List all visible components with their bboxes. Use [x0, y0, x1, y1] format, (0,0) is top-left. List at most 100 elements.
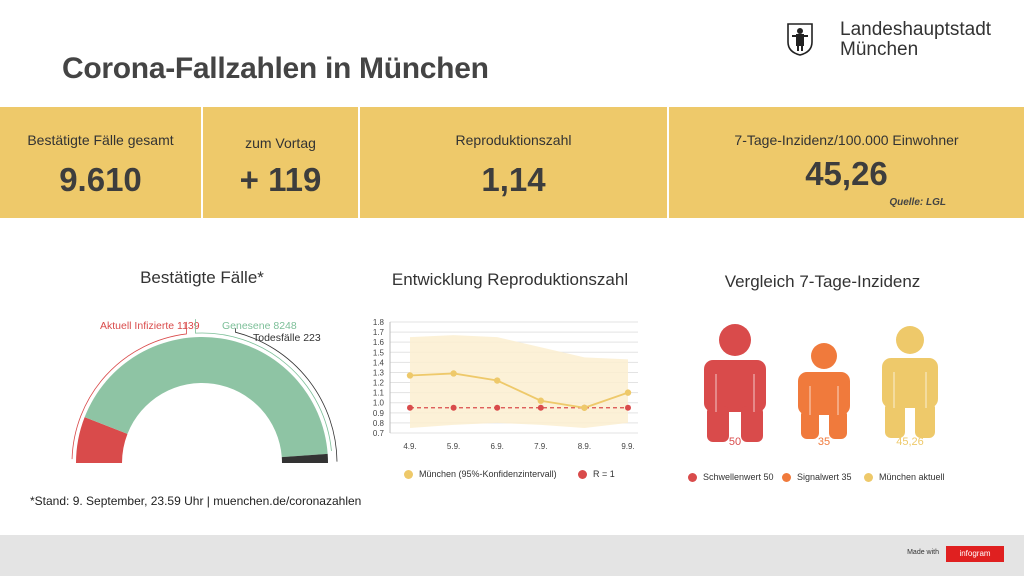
x-tick-label: 7.9.: [534, 442, 547, 451]
muenchen-point: [537, 397, 544, 404]
person-leg-icon: [885, 402, 905, 438]
confidence-band: [410, 335, 628, 428]
r1-point: [450, 404, 457, 411]
person-arm-line: [715, 374, 717, 412]
gauge-segment-aktuell: [76, 417, 128, 463]
legend-dot: [688, 473, 697, 483]
cases-chart-title: Bestätigte Fälle*: [140, 268, 264, 287]
r1-point: [407, 404, 413, 411]
city-line-2: München: [840, 39, 919, 60]
muenchen-point: [494, 377, 501, 384]
person-arm-line: [837, 386, 839, 415]
y-tick-label: 0.8: [373, 419, 385, 428]
incidence-value: 45,26: [896, 436, 924, 448]
incidence-figures: 50 35 45,26: [704, 324, 938, 448]
legend-dot: [864, 473, 873, 483]
y-tick-label: 1.4: [373, 358, 385, 367]
person-leg-icon: [915, 402, 935, 438]
muenchen-point: [624, 389, 632, 396]
r1-point: [494, 404, 501, 411]
person-body-icon: [704, 360, 766, 412]
legend-muenchen: München (95%-Konfidenzintervall): [404, 469, 557, 480]
y-tick-label: 1.0: [373, 399, 385, 408]
person-body-icon: [798, 372, 850, 415]
legend-dot-muenchen: [404, 470, 413, 480]
y-tick-label: 1.2: [373, 379, 385, 388]
incidence-legend-item: München aktuell: [864, 472, 945, 483]
person-arm-line: [893, 372, 895, 408]
person-arm-line: [753, 374, 755, 412]
legend-label: Schwellenwert 50: [703, 472, 774, 482]
gauge-leader-aktuell: [71, 321, 187, 460]
legend-label: München aktuell: [879, 472, 945, 482]
kpi-source: Quelle: LGL: [889, 197, 946, 208]
gauge-leader-tote: [235, 328, 338, 462]
kpi-reproduction-number: Reproduktionszahl 1,14: [360, 107, 667, 218]
footnote: *Stand: 9. September, 23.59 Uhr | muench…: [30, 494, 362, 508]
legend-dot-r1: [578, 470, 587, 480]
person-body-icon: [882, 358, 938, 408]
gauge-label-tote: Todesfälle 223: [253, 332, 321, 344]
person-leg-icon: [707, 406, 729, 442]
gauge-segment-tote: [281, 453, 328, 463]
r1-point: [625, 404, 631, 411]
munich-coat-of-arms-icon: [787, 23, 813, 56]
r-chart-title: Entwicklung Reproduktionszahl: [391, 270, 629, 289]
x-tick-label: 9.9.: [621, 442, 634, 451]
person-leg-icon: [741, 406, 763, 442]
infogram-logo[interactable]: infogram: [946, 546, 1004, 562]
r-chart: 1.81.71.61.51.41.3 1.21.11.00.90.80.7 4.9.…: [373, 318, 638, 451]
incidence-value: 50: [729, 436, 741, 448]
page-title: Corona-Fallzahlen in München: [62, 52, 489, 85]
y-tick-label: 0.7: [373, 429, 385, 438]
gauge-leader-genesene: [195, 319, 332, 451]
incidence-legend-item: Schwellenwert 50: [688, 472, 774, 483]
legend-r1: R = 1: [578, 469, 615, 480]
muenchen-point: [581, 404, 588, 411]
person-leg-icon: [801, 409, 819, 439]
kpi-label: Reproduktionszahl: [455, 132, 572, 148]
legend-muenchen-label: München (95%-Konfidenzintervall): [419, 469, 557, 479]
kpi-divider: [201, 107, 203, 218]
x-tick-label: 4.9.: [403, 442, 416, 451]
person-head-icon: [719, 324, 751, 356]
incidence-title: Vergleich 7-Tage-Inzidenz: [724, 272, 921, 291]
y-tick-label: 1.3: [373, 368, 385, 377]
kpi-total-cases: Bestätigte Fälle gesamt 9.610: [0, 107, 201, 218]
muenchen-point: [450, 370, 457, 377]
r1-point: [537, 404, 544, 411]
kpi-label: 7-Tage-Inzidenz/100.000 Einwohner: [734, 132, 959, 148]
incidence-legend-item: Signalwert 35: [782, 472, 852, 483]
x-tick-label: 5.9.: [447, 442, 460, 451]
made-with-label: Made with: [907, 549, 939, 556]
person-arm-line: [809, 386, 811, 415]
incidence-value: 35: [818, 436, 830, 448]
kpi-previous-day: zum Vortag + 119: [203, 107, 358, 218]
person-head-icon: [811, 343, 837, 369]
kpi-bar: Bestätigte Fälle gesamt 9.610 zum Vortag…: [0, 107, 1024, 218]
kpi-value: 9.610: [59, 161, 142, 198]
person-head-icon: [896, 326, 924, 354]
y-tick-label: 1.7: [373, 328, 385, 337]
y-tick-label: 0.9: [373, 409, 385, 418]
gauge-segment-genesene: [84, 336, 328, 458]
y-tick-label: 1.8: [373, 318, 385, 327]
kpi-incidence: 7-Tage-Inzidenz/100.000 Einwohner 45,26 …: [669, 107, 1024, 218]
city-name: Landeshauptstadt München: [840, 20, 991, 60]
muenchen-point: [406, 372, 414, 379]
gauge-label-genesene: Genesene 8248: [222, 320, 297, 332]
kpi-label: Bestätigte Fälle gesamt: [27, 132, 174, 148]
x-tick-label: 6.9.: [491, 442, 504, 451]
person-leg-icon: [829, 409, 847, 439]
x-tick-label: 8.9.: [578, 442, 591, 451]
y-tick-label: 1.1: [373, 389, 385, 398]
kpi-value: 1,14: [481, 161, 546, 198]
kpi-divider: [358, 107, 360, 218]
y-tick-label: 1.5: [373, 348, 385, 357]
kpi-divider: [667, 107, 669, 218]
person-arm-line: [925, 372, 927, 408]
kpi-label: zum Vortag: [245, 135, 316, 151]
kpi-value: + 119: [239, 161, 322, 198]
footer: Made with infogram: [0, 535, 1024, 576]
incidence-legend: Schwellenwert 50 Signalwert 35 München akt…: [688, 472, 988, 486]
